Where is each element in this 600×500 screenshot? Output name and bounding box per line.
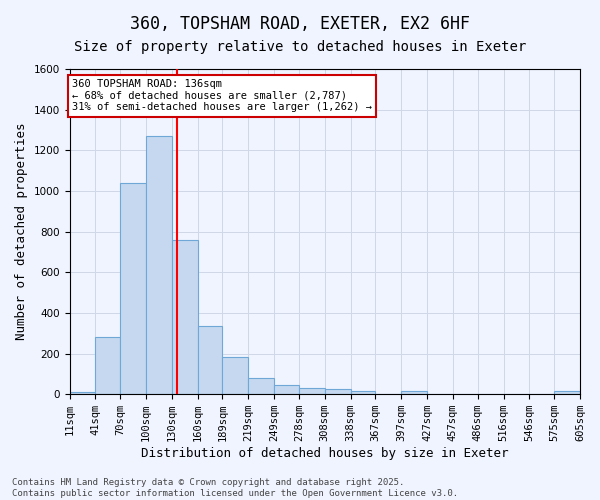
Bar [554,391,580,394]
Text: 360, TOPSHAM ROAD, EXETER, EX2 6HF: 360, TOPSHAM ROAD, EXETER, EX2 6HF [130,15,470,33]
Text: 360 TOPSHAM ROAD: 136sqm
← 68% of detached houses are smaller (2,787)
31% of sem: 360 TOPSHAM ROAD: 136sqm ← 68% of detach… [72,79,372,112]
Bar [95,338,120,394]
Text: Size of property relative to detached houses in Exeter: Size of property relative to detached ho… [74,40,526,54]
Bar [70,392,95,394]
Y-axis label: Number of detached properties: Number of detached properties [15,123,28,340]
Bar [299,388,325,394]
Bar [248,378,274,394]
Bar [120,183,146,394]
Bar [350,391,376,394]
Text: Contains HM Land Registry data © Crown copyright and database right 2025.
Contai: Contains HM Land Registry data © Crown c… [12,478,458,498]
Bar [146,136,172,394]
Bar [223,356,248,394]
Bar [274,385,299,394]
X-axis label: Distribution of detached houses by size in Exeter: Distribution of detached houses by size … [141,447,509,460]
Bar [197,326,223,394]
Bar [325,389,350,394]
Bar [172,240,197,394]
Bar [401,391,427,394]
